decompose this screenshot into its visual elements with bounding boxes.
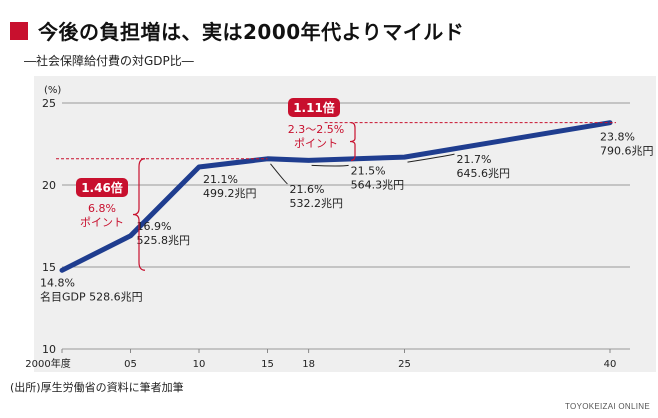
x-tick-label: 25: [398, 359, 411, 370]
x-tick-label: 40: [604, 359, 617, 370]
ratio-badge-label: 1.46倍: [81, 180, 123, 195]
title-marker: [10, 22, 28, 40]
point-diff-label: ポイント: [80, 216, 124, 229]
x-tick-label: 18: [302, 359, 315, 370]
plot-background: [34, 76, 656, 372]
source-note: (出所)厚生労働省の資料に筆者加筆: [10, 381, 184, 394]
point-gdp-label: 525.8兆円: [137, 234, 191, 247]
point-diff-label: ポイント: [294, 137, 338, 150]
ratio-badge: [76, 178, 128, 197]
chart-title: 今後の負担増は、実は2000年代よりマイルド: [38, 20, 465, 44]
brace-bracket: [132, 158, 146, 271]
point-diff-label: 2.3〜2.5%: [288, 123, 344, 136]
point-gdp-label: 名目GDP 528.6兆円: [40, 289, 143, 303]
point-leader-line: [407, 153, 455, 163]
point-value-label: 21.5%: [351, 164, 386, 177]
brace-bracket: [349, 122, 356, 161]
y-tick-label: 15: [42, 261, 56, 274]
y-tick-label: 20: [42, 179, 56, 192]
chart-subtitle: ―社会保障給付費の対GDP比―: [24, 54, 194, 68]
point-leader-line: [311, 164, 349, 167]
point-gdp-label: 790.6兆円: [600, 145, 654, 158]
point-gdp-label: 499.2兆円: [203, 187, 257, 200]
point-value-label: 21.1%: [203, 173, 238, 186]
x-tick-label: 05: [124, 359, 137, 370]
point-value-label: 23.8%: [600, 131, 635, 144]
point-gdp-label: 645.6兆円: [457, 167, 511, 180]
point-leader-line: [270, 163, 288, 185]
y-unit-label: (%): [44, 85, 61, 96]
point-value-label: 14.8%: [40, 276, 75, 289]
point-gdp-label: 532.2兆円: [290, 197, 344, 210]
ratio-badge: [288, 98, 340, 117]
point-gdp-label: 564.3兆円: [351, 178, 405, 191]
point-diff-label: 6.8%: [88, 202, 116, 215]
ratio-badge-label: 1.11倍: [293, 100, 335, 115]
x-tick-label: 2000年度: [25, 357, 70, 370]
credit-label: TOYOKEIZAI ONLINE: [565, 402, 650, 411]
point-value-label: 16.9%: [137, 220, 172, 233]
point-value-label: 21.7%: [457, 153, 492, 166]
y-tick-label: 10: [42, 343, 56, 356]
x-tick-label: 15: [261, 359, 274, 370]
point-value-label: 21.6%: [290, 183, 325, 196]
x-tick-label: 10: [193, 359, 206, 370]
y-tick-label: 25: [42, 97, 56, 110]
